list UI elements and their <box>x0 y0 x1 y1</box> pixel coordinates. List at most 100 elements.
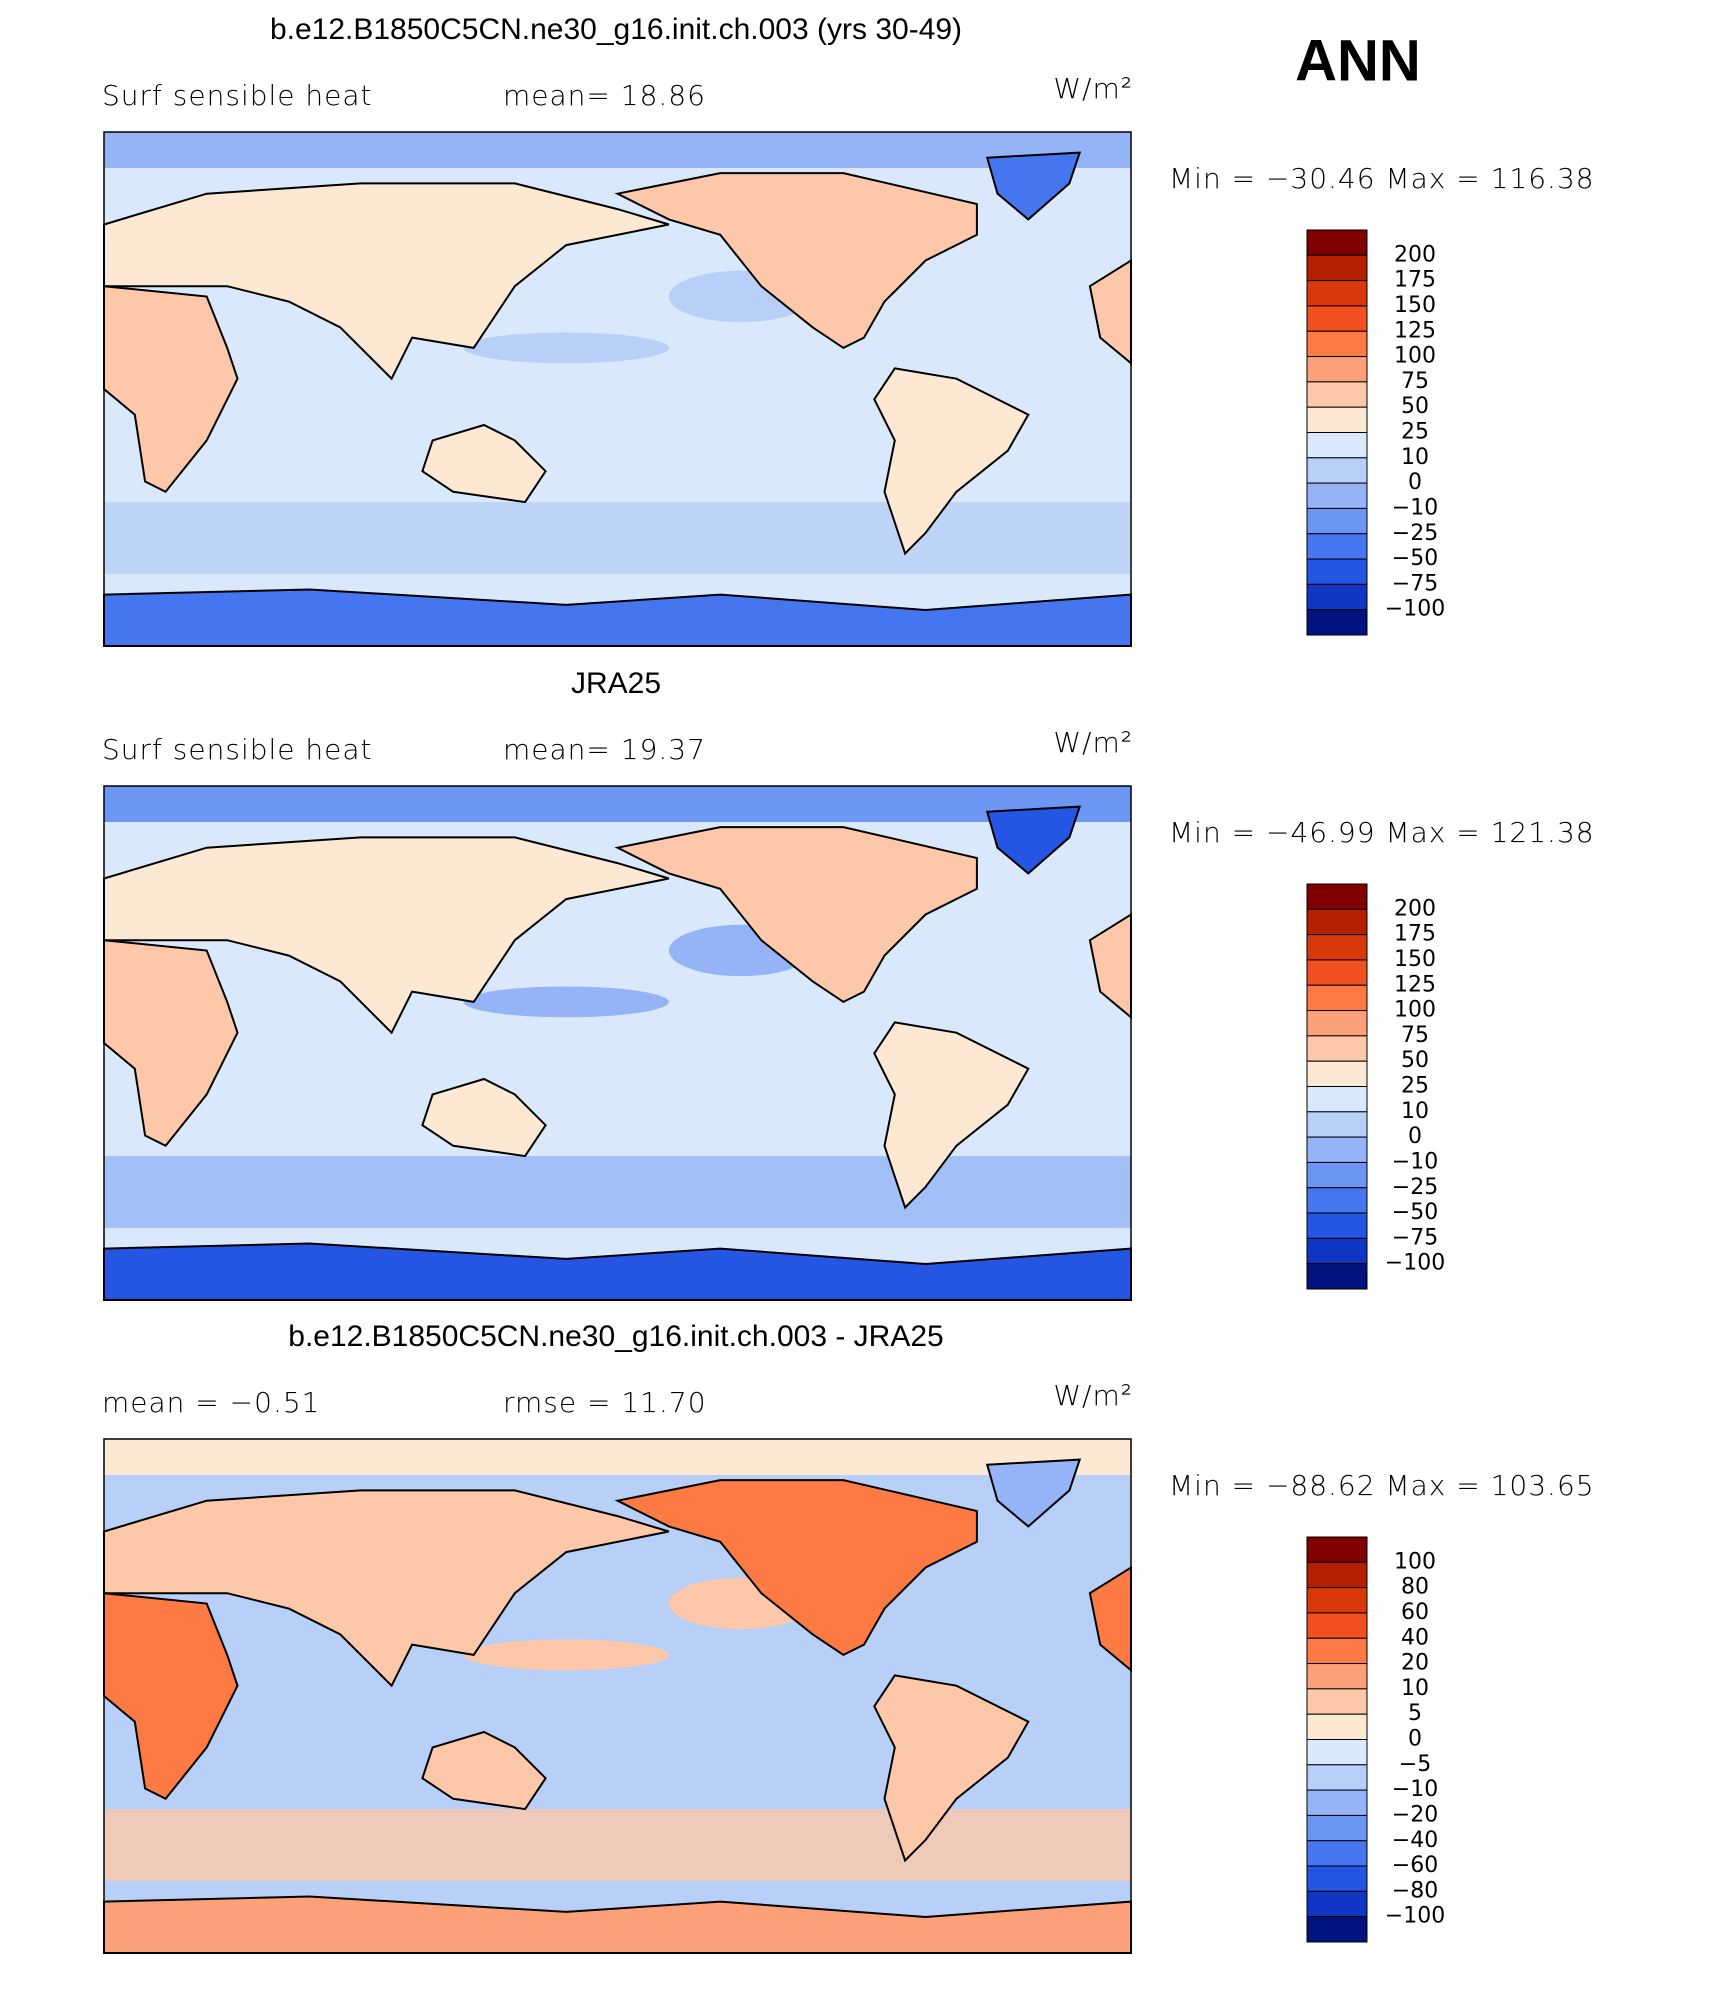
colorbar-label: −40 <box>1392 1828 1438 1853</box>
colorbar-box <box>1306 1840 1368 1867</box>
colorbar-label: 100 <box>1394 1549 1436 1574</box>
colorbar-label: 40 <box>1401 1625 1429 1650</box>
colorbar-box <box>1306 934 1368 961</box>
colorbar-box <box>1306 1237 1368 1265</box>
units: W/m² <box>1053 72 1133 105</box>
min-max: Min = −30.46 Max = 116.38 <box>1169 162 1595 195</box>
map-southern-band <box>104 1156 1131 1229</box>
colorbar-label: 50 <box>1401 394 1429 419</box>
colorbar-label: 175 <box>1394 922 1436 947</box>
map-land <box>873 367 1030 556</box>
map-land <box>873 1674 1030 1863</box>
colorbar-box <box>1306 533 1368 560</box>
map-frame <box>103 785 1132 1301</box>
colorbar-box <box>1306 1688 1368 1715</box>
map-land <box>421 1730 547 1811</box>
colorbar-box <box>1306 1536 1368 1563</box>
colorbar-box <box>1306 229 1368 256</box>
map <box>103 1438 1132 1954</box>
colorbar-box <box>1306 330 1368 358</box>
map <box>103 131 1132 647</box>
left-label: Surf sensible heat <box>102 733 373 766</box>
colorbar-box <box>1306 1739 1368 1766</box>
colorbar-label: 80 <box>1401 1575 1429 1600</box>
colorbar-label: 150 <box>1394 293 1436 318</box>
colorbar-label: 75 <box>1401 1023 1429 1048</box>
map <box>103 785 1132 1301</box>
colorbar-box <box>1306 356 1368 383</box>
map-arctic-band <box>104 1439 1131 1475</box>
map-land <box>103 1489 670 1688</box>
colorbar-box <box>1306 1111 1368 1138</box>
colorbar-label: −25 <box>1392 1175 1438 1200</box>
colorbar-box <box>1306 1713 1368 1740</box>
colorbar-box <box>1306 507 1368 535</box>
colorbar-label: 5 <box>1408 1701 1422 1726</box>
colorbar-label: −75 <box>1392 1225 1438 1250</box>
min-max: Min = −88.62 Max = 103.65 <box>1169 1469 1595 1502</box>
colorbar-box <box>1306 1865 1368 1892</box>
colorbar-box <box>1306 1263 1368 1290</box>
colorbar-label: 150 <box>1394 947 1436 972</box>
colorbar-box <box>1306 1136 1368 1163</box>
colorbar-box <box>1306 1916 1368 1943</box>
colorbar-box <box>1306 254 1368 282</box>
center-label: rmse = 11.70 <box>503 1386 707 1419</box>
colorbar-label: −80 <box>1392 1878 1438 1903</box>
colorbar-box <box>1306 1789 1368 1816</box>
colorbar-box <box>1306 406 1368 433</box>
center-label: mean= 19.37 <box>503 733 706 766</box>
colorbar-label: −50 <box>1392 1200 1438 1225</box>
colorbar-box <box>1306 908 1368 936</box>
colorbar-label: 10 <box>1401 1676 1429 1701</box>
panel-title: JRA25 <box>571 667 661 700</box>
colorbar-label: −60 <box>1392 1853 1438 1878</box>
colorbar-label: 50 <box>1401 1048 1429 1073</box>
colorbar-label: 125 <box>1394 972 1436 997</box>
map-southern-band <box>104 1809 1131 1882</box>
map-land <box>103 939 239 1148</box>
colorbar-label: −10 <box>1392 495 1438 520</box>
units: W/m² <box>1053 1379 1133 1412</box>
colorbar-label: −75 <box>1392 571 1438 596</box>
map-land <box>614 172 978 350</box>
colorbar-box <box>1306 1060 1368 1087</box>
colorbar-label: 75 <box>1401 369 1429 394</box>
panel-title: b.e12.B1850C5CN.ne30_g16.init.ch.003 (yr… <box>270 13 962 46</box>
map-frame <box>103 131 1132 647</box>
colorbar-box <box>1306 1612 1368 1639</box>
colorbar-box <box>1306 280 1368 307</box>
colorbar-box <box>1306 432 1368 459</box>
colorbar-box <box>1306 1212 1368 1239</box>
left-label: Surf sensible heat <box>102 79 373 112</box>
colorbar-label: 200 <box>1394 896 1436 921</box>
min-max: Min = −46.99 Max = 121.38 <box>1169 816 1595 849</box>
colorbar-box <box>1306 482 1368 509</box>
map-land <box>614 826 978 1004</box>
colorbar-label: −50 <box>1392 546 1438 571</box>
colorbar-label: 125 <box>1394 318 1436 343</box>
map-land <box>421 423 547 504</box>
colorbar-label: −25 <box>1392 521 1438 546</box>
units: W/m² <box>1053 726 1133 759</box>
map-land <box>103 285 239 494</box>
colorbar-label: 175 <box>1394 268 1436 293</box>
map-land <box>103 1592 239 1801</box>
colorbar-label: 25 <box>1401 1074 1429 1099</box>
colorbar-box <box>1306 609 1368 636</box>
map-land <box>103 182 670 381</box>
colorbar-box <box>1306 1010 1368 1037</box>
colorbar-box <box>1306 883 1368 910</box>
left-label: mean = −0.51 <box>102 1386 320 1419</box>
colorbar-label: −100 <box>1385 597 1445 622</box>
colorbar-label: −10 <box>1392 1149 1438 1174</box>
colorbar-box <box>1306 381 1368 408</box>
colorbar-label: 100 <box>1394 998 1436 1023</box>
colorbar-label: −20 <box>1392 1802 1438 1827</box>
season-label: ANN <box>1295 28 1421 93</box>
colorbar-box <box>1306 1637 1368 1665</box>
map-land <box>985 151 1082 221</box>
map-arctic-band <box>104 132 1131 168</box>
colorbar-label: 0 <box>1408 470 1422 495</box>
colorbar-box <box>1306 1187 1368 1214</box>
